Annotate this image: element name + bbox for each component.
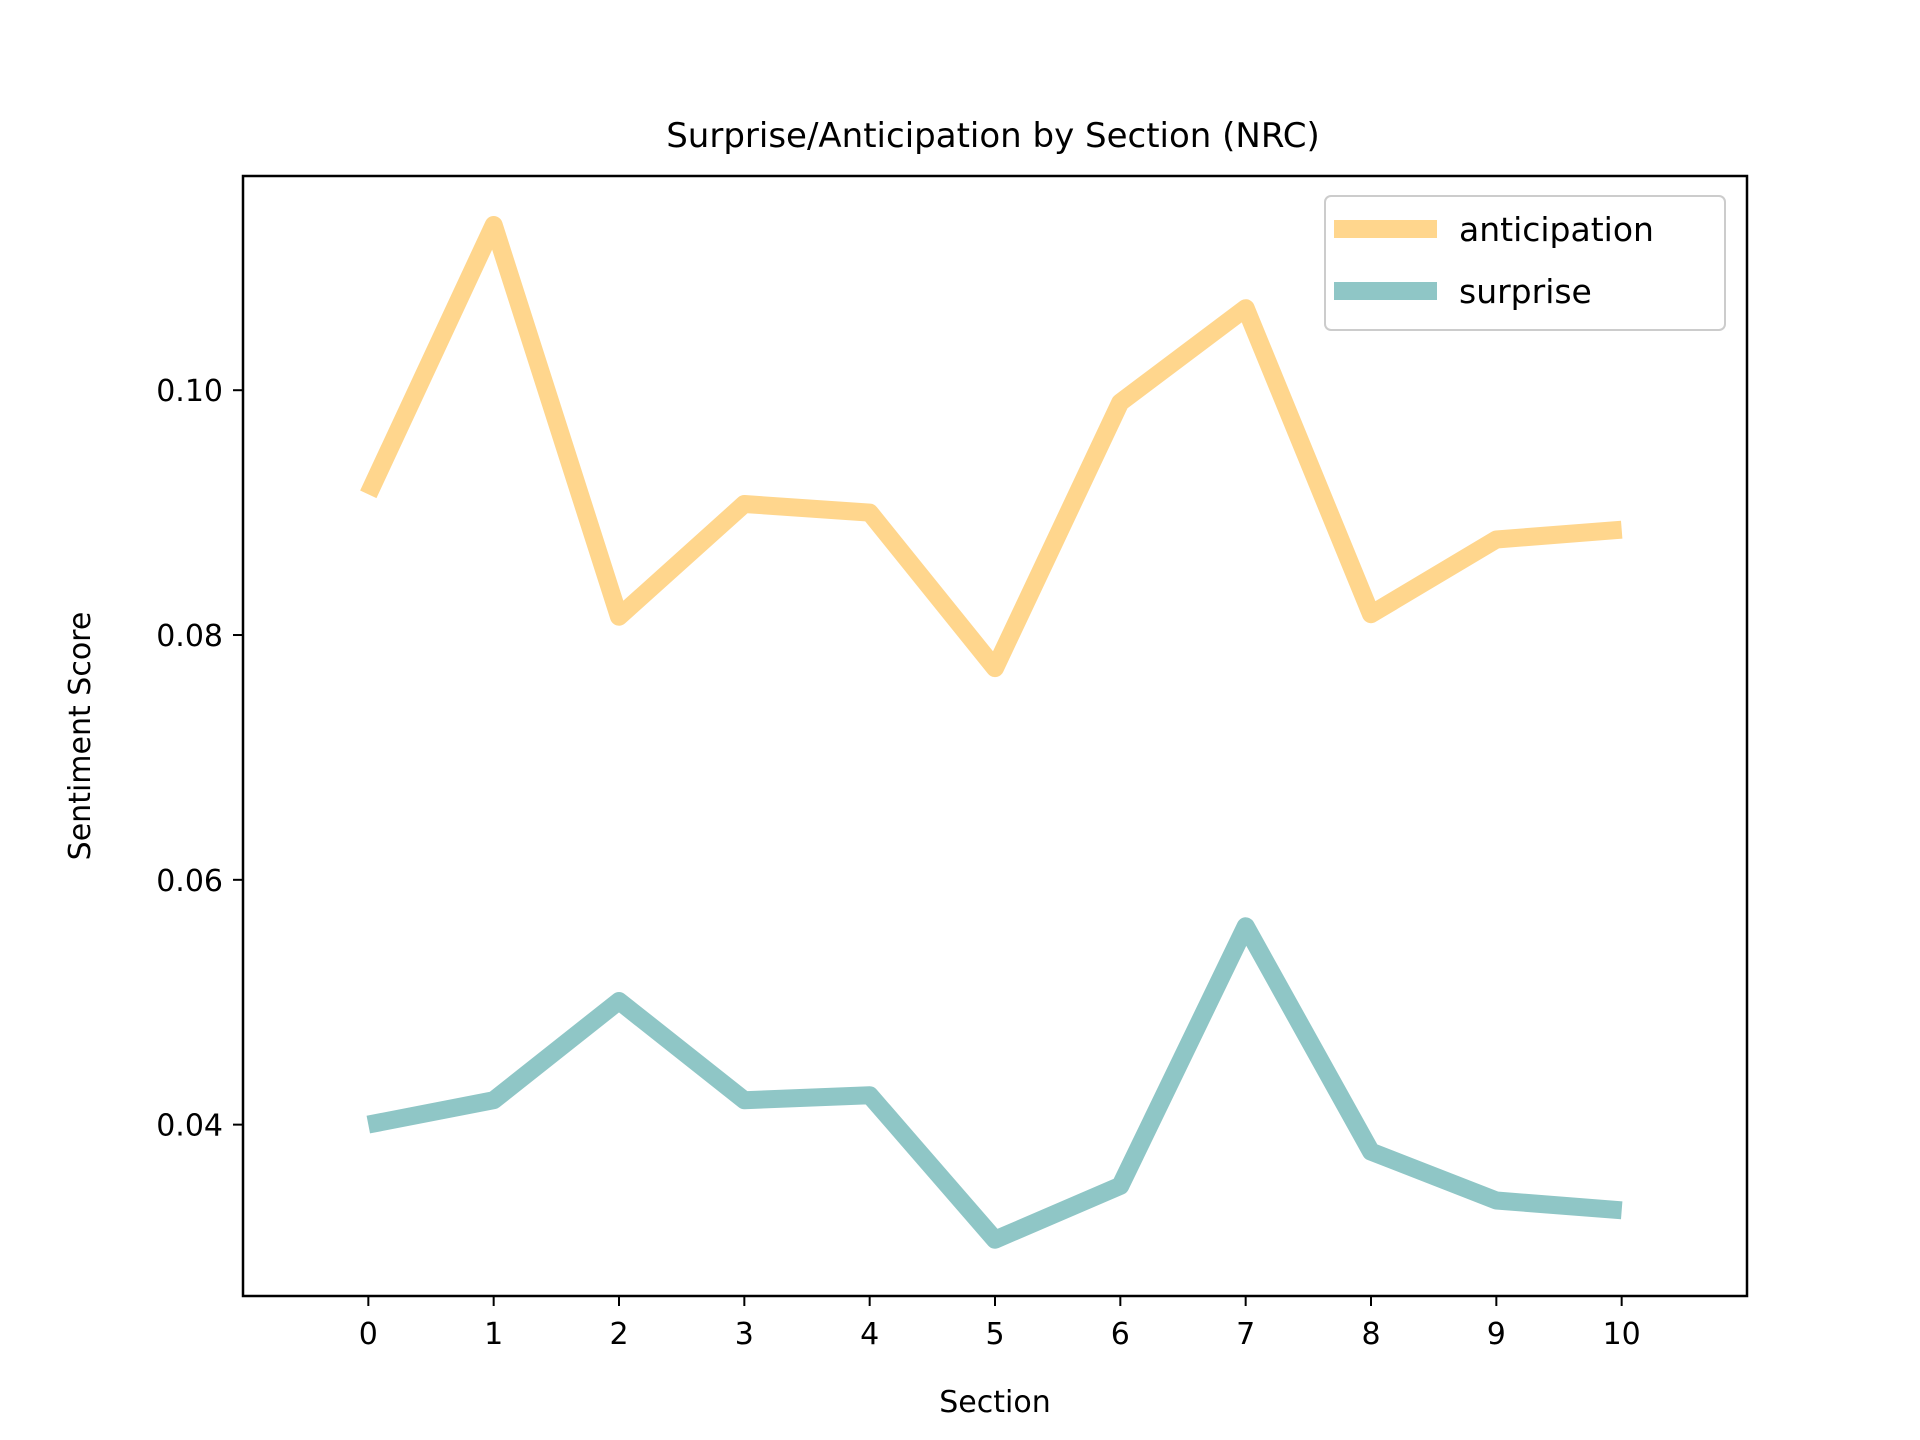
chart-title: Surprise/Anticipation by Section (NRC) (666, 116, 1320, 156)
series-line-surprise (366, 917, 1623, 1249)
legend-label-anticipation: anticipation (1459, 210, 1654, 249)
y-tick-label: 0.04 (156, 1109, 223, 1144)
x-tick-label: 9 (1487, 1317, 1506, 1352)
legend-label-surprise: surprise (1459, 272, 1592, 311)
plot-frame (241, 174, 1749, 1298)
y-tick-label: 0.06 (156, 864, 223, 899)
x-tick-label: 3 (735, 1317, 754, 1352)
y-tick-label: 0.08 (156, 619, 223, 654)
x-tick-label: 6 (1111, 1317, 1130, 1352)
x-tick-label: 10 (1603, 1317, 1641, 1352)
x-tick-label: 1 (484, 1317, 503, 1352)
x-axis-label: Section (939, 1385, 1050, 1420)
x-tick-label: 7 (1236, 1317, 1255, 1352)
x-tick-label: 4 (860, 1317, 879, 1352)
x-tick-label: 2 (609, 1317, 628, 1352)
y-axis-label: Sentiment Score (63, 612, 98, 861)
plot-area (360, 216, 1623, 1249)
y-axis: 0.04 0.06 0.08 0.10 (156, 374, 243, 1144)
series-line-anticipation (360, 216, 1623, 678)
y-tick-label: 0.10 (156, 374, 223, 409)
x-axis: 0 1 2 3 4 5 6 7 8 9 10 (359, 1296, 1641, 1352)
legend: anticipation surprise (1324, 195, 1726, 331)
x-tick-label: 8 (1361, 1317, 1380, 1352)
x-tick-label: 5 (985, 1317, 1004, 1352)
x-tick-label: 0 (359, 1317, 378, 1352)
